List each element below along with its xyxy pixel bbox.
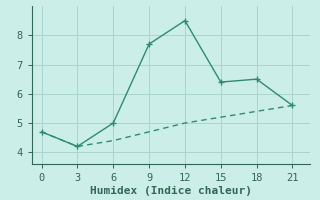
X-axis label: Humidex (Indice chaleur): Humidex (Indice chaleur) bbox=[90, 186, 252, 196]
